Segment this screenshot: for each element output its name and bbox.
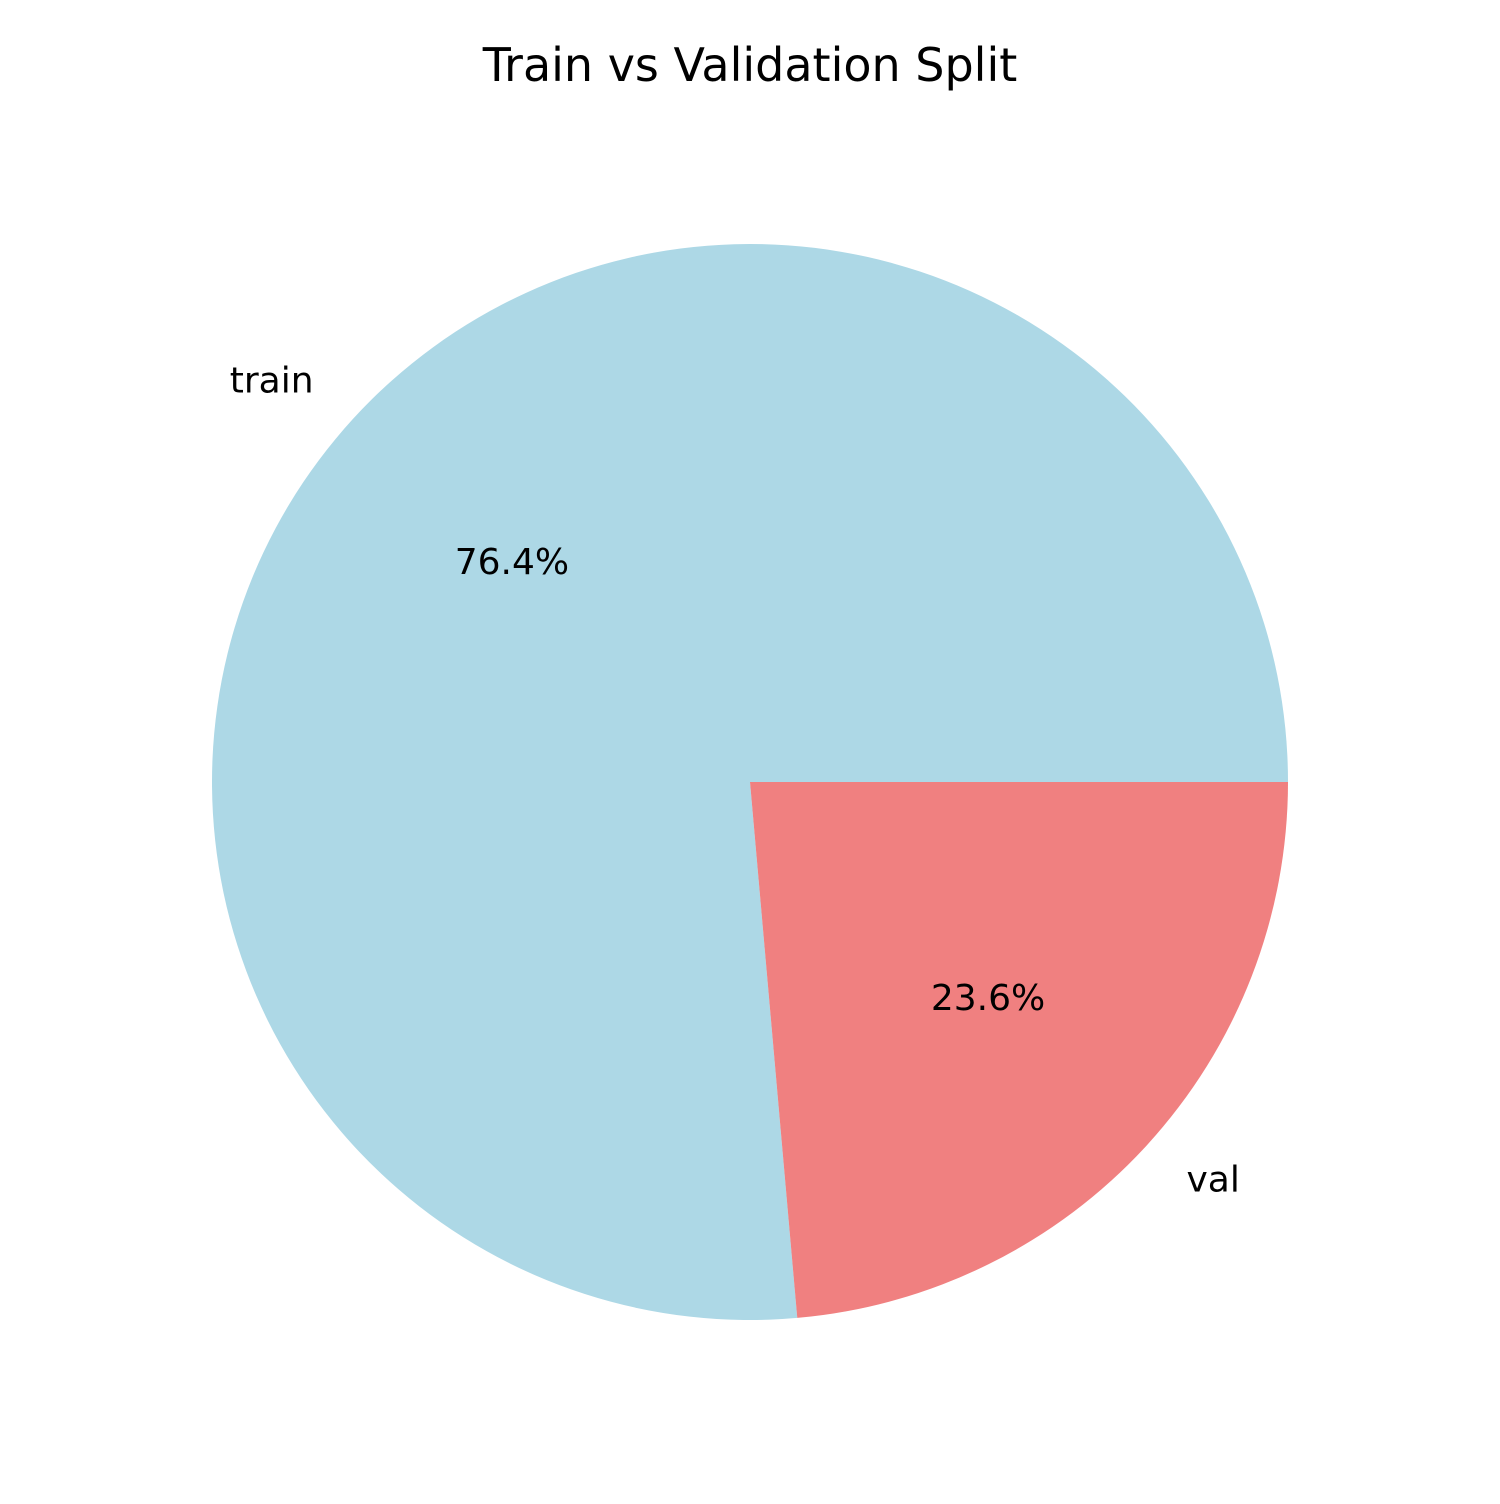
pie-slice-val xyxy=(750,782,1288,1318)
slices-layer xyxy=(211,244,1288,1321)
pct-label-train: 76.4% xyxy=(455,542,569,583)
chart-title: Train vs Validation Split xyxy=(482,38,1018,92)
slice-label-train: train xyxy=(230,360,314,401)
pct-label-val: 23.6% xyxy=(931,978,1045,1019)
slice-label-val: val xyxy=(1186,1160,1239,1201)
labels-layer: train 76.4% val 23.6% xyxy=(230,360,1240,1200)
